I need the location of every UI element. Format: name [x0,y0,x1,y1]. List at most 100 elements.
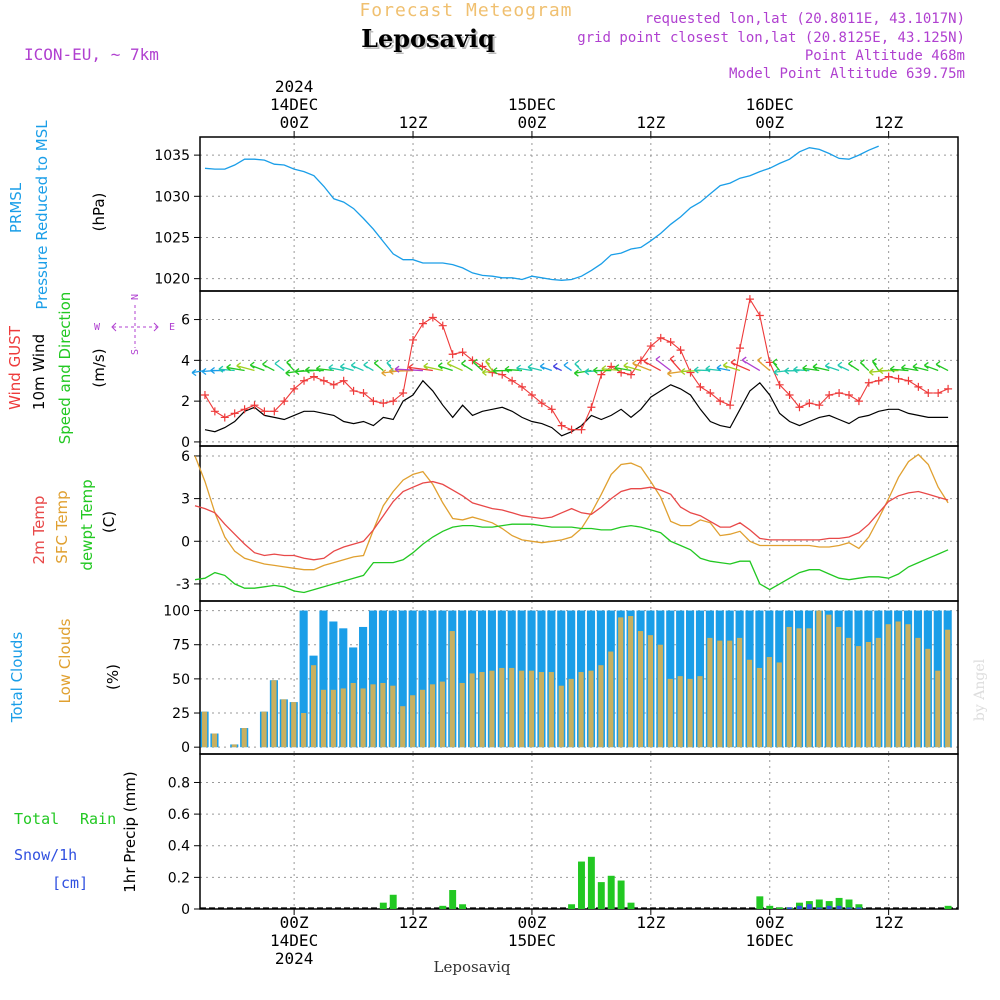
low-cloud-bar [895,621,901,748]
gust-marker [369,397,378,406]
panel-5: 0 0.2 0.4 0.6 0.8 [168,753,959,918]
low-cloud-bar [390,685,396,748]
rain-bar [776,907,784,909]
wind-arrow [286,358,295,371]
compass-n: N [130,294,141,300]
wind-arrow [516,364,533,372]
gust-marker [914,382,923,391]
gust-marker [726,401,735,410]
wind-arrow [632,359,652,372]
gust-marker [696,382,705,391]
time-tick-label: 14DEC [270,931,318,950]
y-tick-label: 0 [181,534,190,550]
wind-arrow [294,368,314,376]
low-cloud-bar [320,689,327,748]
wind-arrow [226,363,245,372]
wind-arrow [485,357,493,371]
y-tick-label: 1035 [154,148,190,164]
wind-arrow [305,366,324,374]
y-tick-label: 0.8 [168,775,190,791]
low-cloud-bar [637,631,644,748]
y-tick-label: 1020 [154,272,190,288]
y-tick-label: 0 [181,435,190,451]
gust-marker [636,356,645,365]
wind-arrow [249,361,265,372]
model-altitude: Model Point Altitude 639.75m [729,66,965,82]
time-tick-label: 12Z [874,113,903,132]
time-tick-label: 00Z [280,913,309,932]
low-cloud-bar [667,678,673,748]
low-cloud-bar [647,635,654,748]
low-cloud-bar [400,706,406,748]
panel-2: 0 2 4 6 [181,290,959,451]
gust-marker [220,413,229,422]
wind-arrow [492,367,513,375]
gust-marker [716,397,725,406]
y-tick-label: 0.6 [168,807,190,823]
wind-arrow [408,363,433,372]
compass-s: S [130,349,141,355]
low-cloud-bar [677,676,683,748]
low-cloud-bar [915,637,921,748]
snow-bar [806,904,812,909]
total-cloud-bar [418,610,427,748]
wind-arrow [912,363,929,372]
low-cloud-bar [310,665,317,748]
low-cloud-bar [816,610,822,748]
rain-bar [845,899,853,909]
time-tick-label: 16DEC [746,931,794,950]
low-cloud-bar [469,673,475,748]
gust-marker [944,384,953,393]
snow-bar [846,907,852,909]
time-tick-label: 00Z [755,913,784,932]
total-cloud-bar [299,610,308,748]
snow-unit-label: [cm] [52,874,88,892]
total-cloud-bar [388,610,397,748]
gust-marker [845,391,854,400]
rain-bar [459,904,467,909]
wind-arrow [784,367,800,375]
panel-1: 1020 1025 1030 1035 [154,136,959,292]
gust-marker [864,378,873,387]
time-tick-label: 12Z [636,913,665,932]
y-tick-label: 4 [181,353,190,369]
y-tick-label: 100 [163,604,190,620]
wind-arrow [655,355,672,372]
wind-arrow [643,357,662,372]
sfc-temp-line [194,453,949,571]
pressure-series [204,145,879,281]
gust-marker [428,313,437,322]
time-tick-label: 14DEC [270,95,318,114]
snow-bar [826,905,832,909]
total-cloud-bar [329,621,338,748]
y-tick-label: 6 [181,313,190,329]
total-clouds-label: Total Clouds [8,632,26,724]
rain-bar [815,899,823,909]
pressure-unit-label: (hPa) [90,193,108,232]
gust-marker [924,388,933,397]
gust-marker [458,348,467,357]
wind-arrow [262,360,275,372]
low-cloud-bar [578,672,584,748]
gust-marker [597,370,606,379]
gust-marker [389,397,398,406]
temperature-series [194,453,949,594]
wind-arrow [772,358,781,371]
low-cloud-bar [657,644,663,748]
gust-marker [646,342,655,351]
low-cloud-bar [499,667,505,748]
rain-bar [944,905,952,909]
low-cloud-bar [231,744,237,748]
low-cloud-bar [905,624,911,748]
rain-bar [568,904,576,909]
wind-unit-label: (m/s) [90,348,108,387]
low-cloud-bar [727,640,733,748]
low-cloud-bar [885,624,891,748]
precip-bars [200,856,958,909]
gust-marker [805,399,814,408]
wind-arrow [446,359,463,372]
wind-arrow [315,365,334,373]
gust-marker [795,403,804,412]
gust-label: Wind GUST [6,325,24,410]
wind-arrow [923,361,939,372]
